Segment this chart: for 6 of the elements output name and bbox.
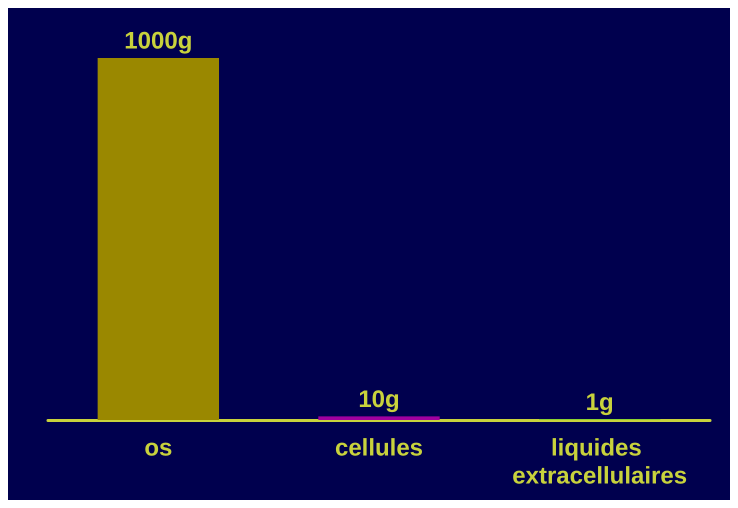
data-label: 10g (358, 386, 400, 413)
data-label: 1000g (124, 28, 192, 54)
x-tick-label: liquides extracellulaires (512, 434, 688, 490)
x-tick-label: os (144, 434, 172, 462)
x-tick-label: cellules (334, 434, 424, 462)
data-label: 1g (586, 389, 614, 416)
